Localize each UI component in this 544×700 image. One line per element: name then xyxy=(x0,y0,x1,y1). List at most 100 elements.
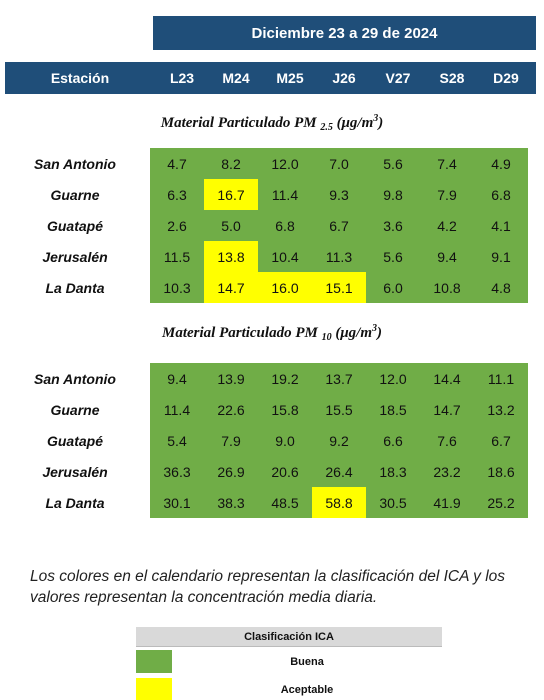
station-name: Guatapé xyxy=(46,217,103,234)
pm25-value-cell: 10.3 xyxy=(150,272,204,303)
pm10-value-cell: 22.6 xyxy=(204,394,258,425)
pm25-row: San Antonio 4.7 8.2 12.0 7.0 5.6 7.4 4.9 xyxy=(0,148,544,179)
header-day: M25 xyxy=(276,70,304,86)
station-name: Guarne xyxy=(50,401,100,418)
pm10-value-cell: 9.4 xyxy=(150,363,204,394)
pm25-value-cell: 3.6 xyxy=(366,210,420,241)
pm10-value-cell: 48.5 xyxy=(258,487,312,518)
pm25-value-cell: 11.4 xyxy=(258,179,312,210)
pm10-value-cell: 19.2 xyxy=(258,363,312,394)
pm25-value-cell: 11.3 xyxy=(312,241,366,272)
table-header: Estación L23 M24 M25 J26 V27 S28 D29 xyxy=(5,62,536,94)
pm10-value-cell: 7.6 xyxy=(420,425,474,456)
pm10-row: Jerusalén 36.3 26.9 20.6 26.4 18.3 23.2 18.6 xyxy=(0,456,544,487)
header-day: S28 xyxy=(439,70,465,86)
pm10-value-cell: 18.6 xyxy=(474,456,528,487)
pm10-value-cell: 6.6 xyxy=(366,425,420,456)
pm10-value-cell: 5.4 xyxy=(150,425,204,456)
pm10-value-cell: 18.3 xyxy=(366,456,420,487)
station-name: Jerusalén xyxy=(42,463,108,480)
pm25-value-cell: 7.9 xyxy=(420,179,474,210)
pm25-value-cell: 10.8 xyxy=(420,272,474,303)
pm25-title-main: Material Particulado PM xyxy=(160,115,317,131)
station-name: Guatapé xyxy=(46,432,103,449)
pm10-value-cell: 11.4 xyxy=(150,394,204,425)
legend-item: Aceptable xyxy=(136,677,442,700)
pm10-value-cell: 15.5 xyxy=(312,394,366,425)
pm25-value-cell: 6.8 xyxy=(474,179,528,210)
pm10-value-cell: 14.7 xyxy=(420,394,474,425)
pm25-value-cell: 16.7 xyxy=(204,179,258,210)
pm25-value-cell: 5.6 xyxy=(366,241,420,272)
header-day: L23 xyxy=(169,70,195,86)
pm25-value-cell: 12.0 xyxy=(258,148,312,179)
header-day: D29 xyxy=(493,70,519,86)
pm25-row: La Danta 10.3 14.7 16.0 15.1 6.0 10.8 4.8 xyxy=(0,272,544,303)
pm10-value-cell: 9.2 xyxy=(312,425,366,456)
pm10-value-cell: 20.6 xyxy=(258,456,312,487)
station-name: San Antonio xyxy=(34,155,116,172)
pm10-row: Guatapé 5.4 7.9 9.0 9.2 6.6 7.6 6.7 xyxy=(0,425,544,456)
pm10-value-cell: 26.4 xyxy=(312,456,366,487)
pm25-value-cell: 8.2 xyxy=(204,148,258,179)
pm25-value-cell: 13.8 xyxy=(204,241,258,272)
station-name: La Danta xyxy=(45,279,105,296)
pm10-value-cell: 14.4 xyxy=(420,363,474,394)
pm10-value-cell: 25.2 xyxy=(474,487,528,518)
pm25-row: Jerusalén 11.5 13.8 10.4 11.3 5.6 9.4 9.1 xyxy=(0,241,544,272)
pm25-value-cell: 9.1 xyxy=(474,241,528,272)
date-range-banner: Diciembre 23 a 29 de 2024 xyxy=(153,16,536,50)
pm25-value-cell: 10.4 xyxy=(258,241,312,272)
pm10-section-title: Material Particulado PM 10 (μg/m3) xyxy=(0,323,544,343)
legend-title: Clasificación ICA xyxy=(136,627,442,647)
pm10-value-cell: 12.0 xyxy=(366,363,420,394)
pm10-value-cell: 36.3 xyxy=(150,456,204,487)
pm10-value-cell: 18.5 xyxy=(366,394,420,425)
header-station: Estación xyxy=(50,70,110,86)
pm25-value-cell: 4.9 xyxy=(474,148,528,179)
pm25-value-cell: 4.1 xyxy=(474,210,528,241)
pm25-value-cell: 6.0 xyxy=(366,272,420,303)
pm25-row: Guatapé 2.6 5.0 6.8 6.7 3.6 4.2 4.1 xyxy=(0,210,544,241)
pm10-value-cell: 23.2 xyxy=(420,456,474,487)
pm10-value-cell: 7.9 xyxy=(204,425,258,456)
pm10-value-cell: 13.2 xyxy=(474,394,528,425)
pm25-value-cell: 6.3 xyxy=(150,179,204,210)
pm10-value-cell: 30.1 xyxy=(150,487,204,518)
pm25-section-title: Material Particulado PM 2.5 (μg/m3) xyxy=(0,113,544,133)
legend-label: Buena xyxy=(290,656,324,668)
pm25-value-cell: 5.0 xyxy=(204,210,258,241)
pm25-title-unit: (μg/m xyxy=(336,115,374,131)
pm25-value-cell: 6.7 xyxy=(312,210,366,241)
pm25-value-cell: 14.7 xyxy=(204,272,258,303)
legend-label: Aceptable xyxy=(280,684,334,696)
pm25-value-cell: 16.0 xyxy=(258,272,312,303)
pm10-row: San Antonio 9.4 13.9 19.2 13.7 12.0 14.4 11.1 xyxy=(0,363,544,394)
pm25-value-cell: 9.8 xyxy=(366,179,420,210)
pm10-value-cell: 30.5 xyxy=(366,487,420,518)
ica-legend: Clasificación ICA Buena Aceptable xyxy=(136,627,442,700)
legend-swatch-aceptable xyxy=(136,678,172,700)
pm25-row: Guarne 6.3 16.7 11.4 9.3 9.8 7.9 6.8 xyxy=(0,179,544,210)
pm25-value-cell: 6.8 xyxy=(258,210,312,241)
pm10-value-cell: 15.8 xyxy=(258,394,312,425)
pm25-title-sup: 3 xyxy=(373,113,379,124)
pm10-value-cell: 38.3 xyxy=(204,487,258,518)
pm10-value-cell: 26.9 xyxy=(204,456,258,487)
pm10-title-unit: (μg/m xyxy=(335,325,373,341)
pm25-value-cell: 9.3 xyxy=(312,179,366,210)
pm10-title-sup: 3 xyxy=(372,323,378,334)
pm10-value-cell: 41.9 xyxy=(420,487,474,518)
pm10-row: Guarne 11.4 22.6 15.8 15.5 18.5 14.7 13.2 xyxy=(0,394,544,425)
pm25-value-cell: 7.4 xyxy=(420,148,474,179)
pm10-value-cell: 13.9 xyxy=(204,363,258,394)
station-name: Guarne xyxy=(50,186,100,203)
legend-note: Los colores en el calendario representan… xyxy=(30,568,506,606)
legend-item: Buena xyxy=(136,649,442,675)
pm25-title-close: ) xyxy=(378,115,384,131)
pm10-value-cell: 11.1 xyxy=(474,363,528,394)
pm25-value-cell: 7.0 xyxy=(312,148,366,179)
pm25-value-cell: 4.8 xyxy=(474,272,528,303)
pm25-title-sub: 2.5 xyxy=(320,122,333,133)
pm10-value-cell: 9.0 xyxy=(258,425,312,456)
